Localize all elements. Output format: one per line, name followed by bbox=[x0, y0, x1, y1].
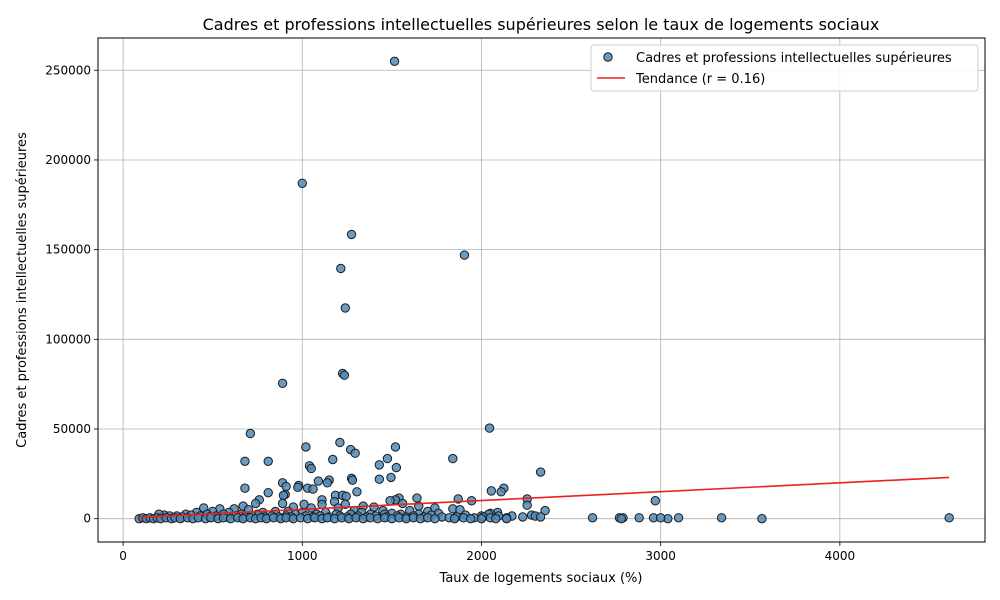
data-point bbox=[412, 493, 422, 503]
data-point bbox=[347, 475, 358, 485]
data-point bbox=[277, 378, 288, 388]
data-point bbox=[335, 437, 345, 448]
data-point bbox=[336, 263, 346, 274]
data-point bbox=[385, 496, 395, 506]
data-point bbox=[449, 513, 460, 524]
x-tick-label: 1000 bbox=[287, 549, 318, 563]
data-point bbox=[535, 467, 546, 477]
data-point bbox=[245, 428, 256, 439]
data-point bbox=[374, 474, 385, 484]
y-tick-label: 0 bbox=[83, 512, 91, 526]
data-point bbox=[350, 448, 360, 458]
data-point bbox=[390, 442, 401, 452]
data-point bbox=[374, 460, 385, 470]
data-point bbox=[522, 500, 532, 510]
data-point bbox=[352, 487, 362, 497]
data-point bbox=[944, 513, 954, 523]
data-point bbox=[673, 513, 684, 523]
data-point bbox=[386, 472, 396, 483]
data-point bbox=[397, 498, 408, 509]
data-point bbox=[716, 513, 727, 523]
chart-title: Cadres et professions intellectuelles su… bbox=[203, 15, 880, 34]
data-point bbox=[491, 513, 501, 524]
data-point bbox=[459, 250, 470, 260]
data-point bbox=[650, 496, 660, 506]
data-point bbox=[501, 513, 512, 524]
data-point bbox=[655, 513, 666, 523]
x-tick-label: 3000 bbox=[645, 549, 676, 563]
data-point bbox=[517, 512, 528, 522]
data-point bbox=[616, 513, 626, 524]
data-point bbox=[313, 476, 324, 486]
legend-box bbox=[590, 44, 979, 92]
legend: Cadres et professions intellectuelles su… bbox=[590, 44, 979, 92]
data-point bbox=[306, 463, 316, 474]
plot-frame bbox=[97, 37, 986, 543]
data-point bbox=[466, 513, 476, 524]
data-point bbox=[293, 482, 303, 492]
data-point bbox=[328, 454, 338, 465]
x-axis-label: Taux de logements sociaux (%) bbox=[439, 571, 643, 586]
data-point bbox=[391, 462, 402, 473]
data-point bbox=[278, 490, 289, 501]
legend-scatter-marker bbox=[603, 52, 613, 62]
data-point bbox=[263, 456, 273, 466]
y-tick-label: 100000 bbox=[45, 332, 91, 346]
data-point bbox=[281, 481, 291, 492]
data-point bbox=[634, 513, 644, 523]
data-point bbox=[496, 487, 506, 497]
data-point bbox=[757, 513, 767, 524]
data-point bbox=[587, 513, 598, 523]
data-point bbox=[250, 498, 261, 509]
y-tick-label: 250000 bbox=[45, 63, 91, 77]
data-point bbox=[430, 513, 440, 524]
data-point bbox=[448, 453, 458, 464]
data-point bbox=[301, 442, 311, 452]
data-point bbox=[346, 229, 357, 240]
x-tick-label: 2000 bbox=[466, 549, 497, 563]
axis-ticks: 0 1000 2000 3000 4000 0 50000 100000 150000 20000… bbox=[45, 63, 855, 563]
data-point bbox=[277, 498, 288, 509]
data-point bbox=[297, 178, 307, 188]
data-point bbox=[240, 483, 250, 493]
data-point bbox=[540, 505, 550, 516]
data-point bbox=[240, 456, 250, 466]
y-tick-label: 50000 bbox=[53, 422, 91, 436]
legend-label-trend: Tendance (r = 0.16) bbox=[635, 72, 765, 87]
data-point bbox=[484, 423, 495, 433]
data-point bbox=[263, 487, 273, 498]
x-tick-label: 0 bbox=[119, 549, 127, 563]
legend-label-scatter: Cadres et professions intellectuelles su… bbox=[636, 51, 952, 66]
x-tick-label: 4000 bbox=[825, 549, 856, 563]
scatter-points bbox=[134, 56, 954, 524]
trend-line-group bbox=[139, 476, 950, 519]
y-tick-label: 200000 bbox=[45, 153, 91, 167]
data-point bbox=[389, 56, 400, 67]
y-tick-label: 150000 bbox=[45, 243, 91, 257]
data-point bbox=[322, 478, 333, 488]
data-point bbox=[382, 453, 393, 464]
data-point bbox=[476, 513, 487, 524]
data-point bbox=[535, 512, 546, 522]
data-point bbox=[308, 484, 318, 494]
data-point bbox=[317, 499, 327, 510]
grid bbox=[98, 38, 985, 542]
data-point bbox=[340, 303, 350, 313]
trend-line bbox=[139, 476, 950, 519]
data-point bbox=[341, 491, 351, 501]
data-point bbox=[486, 486, 497, 496]
data-point bbox=[339, 370, 350, 380]
y-axis-label: Cadres et professions intellectuelles su… bbox=[15, 132, 30, 448]
data-point bbox=[306, 503, 316, 513]
